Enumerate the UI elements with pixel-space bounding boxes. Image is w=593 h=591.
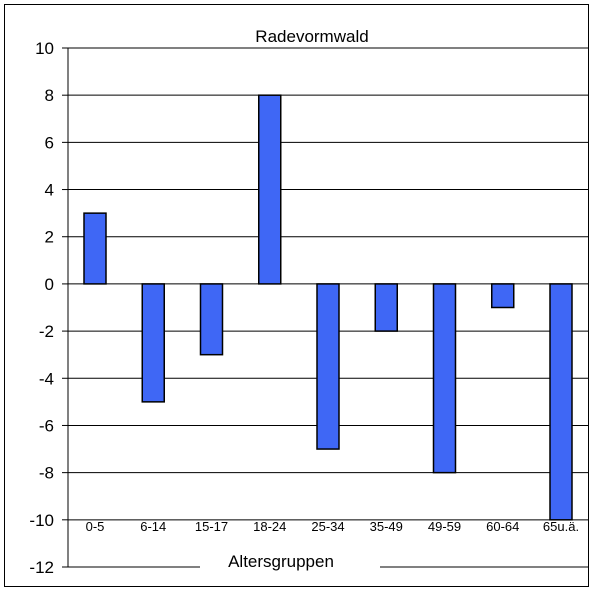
bar-18-24 bbox=[258, 94, 282, 285]
y-tick-label: -10 bbox=[29, 511, 54, 530]
x-category-label: 18-24 bbox=[253, 519, 286, 534]
y-tick-label: -4 bbox=[39, 369, 54, 388]
bar-15-17 bbox=[199, 283, 224, 356]
x-axis-label: Altersgruppen bbox=[228, 552, 334, 571]
y-tick-label: 4 bbox=[45, 181, 54, 200]
chart-title: Radevormwald bbox=[255, 27, 368, 46]
bar-35-49 bbox=[374, 283, 398, 332]
bar-65u.ä. bbox=[549, 283, 573, 521]
y-tick-label: 10 bbox=[35, 39, 54, 58]
x-axis-label-background bbox=[200, 547, 380, 573]
y-tick-label: 8 bbox=[45, 86, 54, 105]
y-tick-labels: 10 8 6 4 2 0 -2 -4 -6 -8 -10 -12 bbox=[29, 39, 54, 577]
category-labels: 0-5 6-14 15-17 18-24 25-34 35-49 49-59 60-64 65u… bbox=[86, 519, 579, 534]
x-category-label: 0-5 bbox=[86, 519, 105, 534]
bars bbox=[83, 94, 573, 521]
y-tick-label: 0 bbox=[45, 275, 54, 294]
bar-49-59 bbox=[432, 283, 457, 474]
x-category-label: 6-14 bbox=[140, 519, 166, 534]
y-tick-label: -6 bbox=[39, 416, 54, 435]
x-category-label: 25-34 bbox=[311, 519, 344, 534]
x-category-label: 35-49 bbox=[370, 519, 403, 534]
bar-6-14 bbox=[141, 283, 165, 403]
bar-0-5 bbox=[83, 212, 107, 285]
x-category-label: 65u.ä. bbox=[543, 519, 579, 534]
x-category-label: 60-64 bbox=[486, 519, 519, 534]
bar-25-34 bbox=[316, 283, 340, 450]
y-tick-label: -2 bbox=[39, 322, 54, 341]
y-tick-label: 6 bbox=[45, 133, 54, 152]
x-category-label: 49-59 bbox=[428, 519, 461, 534]
y-tick-label: 2 bbox=[45, 228, 54, 247]
bar-60-64 bbox=[491, 283, 515, 309]
y-tick-label: -12 bbox=[29, 558, 54, 577]
y-tick-label: -8 bbox=[39, 464, 54, 483]
x-category-label: 15-17 bbox=[195, 519, 228, 534]
